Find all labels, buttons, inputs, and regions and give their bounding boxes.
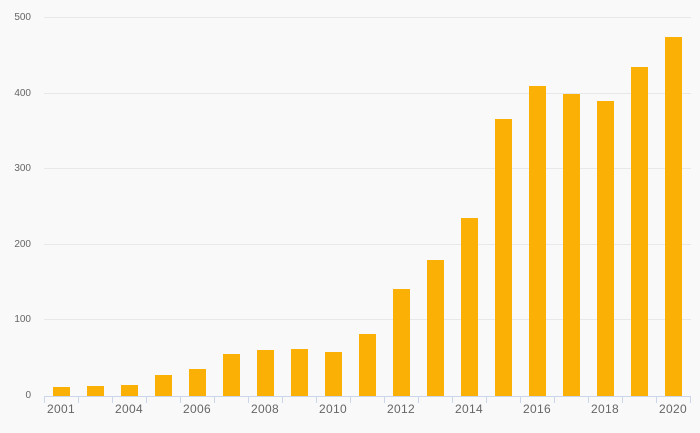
x-axis-tick [622, 397, 623, 403]
bar-2013[interactable] [426, 260, 444, 396]
x-axis-tick-label: 2004 [115, 402, 143, 416]
x-axis-tick [418, 397, 419, 403]
x-axis-tick [44, 397, 45, 403]
bar-2006[interactable] [188, 369, 206, 396]
x-axis-tick [180, 397, 181, 403]
y-gridline-200 [44, 243, 691, 245]
x-axis-tick [690, 397, 691, 403]
x-axis-tick-label: 2012 [387, 402, 415, 416]
bar-2015[interactable] [494, 119, 512, 396]
bar-2002[interactable] [86, 386, 104, 396]
x-axis-tick [282, 397, 283, 403]
bar-2014[interactable] [460, 218, 478, 396]
x-axis-tick [316, 397, 317, 403]
y-gridline-500 [44, 17, 691, 18]
x-axis-tick [248, 397, 249, 403]
x-axis-tick [78, 397, 79, 403]
x-axis-tick [384, 397, 385, 403]
y-axis-tick-label: 500 [14, 12, 31, 23]
x-axis-tick-label: 2001 [47, 402, 75, 416]
y-axis-tick-label: 0 [25, 390, 31, 401]
bar-2005[interactable] [154, 375, 172, 396]
bar-2009[interactable] [290, 349, 308, 396]
x-axis-tick [214, 397, 215, 403]
x-axis-tick [588, 397, 589, 403]
y-axis-tick-label: 400 [14, 87, 31, 99]
x-axis-tick-label: 2016 [523, 402, 551, 416]
bar-2020[interactable] [664, 37, 682, 396]
bar-2016[interactable] [528, 86, 546, 396]
x-axis-tick-label: 2018 [591, 402, 619, 416]
x-axis-tick-label: 2020 [659, 402, 687, 416]
bar-2018[interactable] [596, 101, 614, 396]
bar-2019[interactable] [630, 67, 648, 396]
y-gridline-100 [44, 319, 691, 321]
bar-2004[interactable] [120, 385, 138, 396]
bar-2017[interactable] [562, 94, 580, 396]
y-axis-tick-label: 200 [14, 238, 31, 250]
bar-2008[interactable] [256, 350, 274, 396]
x-axis-tick-label: 2008 [251, 402, 279, 416]
y-gridline-300 [44, 168, 691, 170]
x-axis-line [44, 396, 691, 397]
x-axis-tick-label: 2010 [319, 402, 347, 416]
x-axis-tick [486, 397, 487, 403]
y-gridline-400 [44, 92, 691, 94]
bar-2007[interactable] [222, 354, 240, 396]
x-axis-tick [656, 397, 657, 403]
x-axis-tick [520, 397, 521, 403]
y-axis-tick-label: 300 [14, 163, 31, 175]
bar-2001[interactable] [52, 387, 70, 396]
bar-2012[interactable] [392, 289, 410, 396]
y-axis-tick-label: 100 [14, 314, 31, 326]
x-axis-tick [350, 397, 351, 403]
bar-2011[interactable] [358, 334, 376, 396]
x-axis-tick [146, 397, 147, 403]
x-axis-tick [554, 397, 555, 403]
x-axis-tick [112, 397, 113, 403]
bar-2010[interactable] [324, 352, 342, 396]
x-axis-tick-label: 2014 [455, 402, 483, 416]
x-axis-tick [452, 397, 453, 403]
x-axis-tick-label: 2006 [183, 402, 211, 416]
